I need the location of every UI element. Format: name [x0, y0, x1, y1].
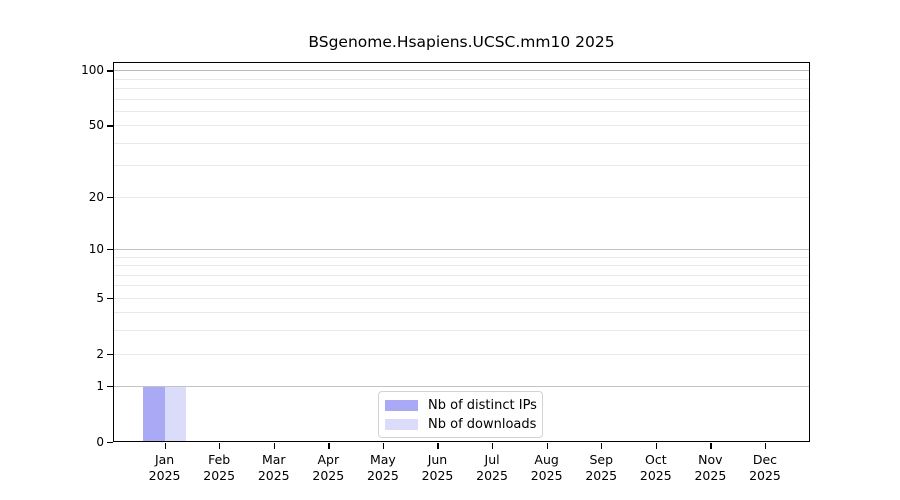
x-tick-mark	[382, 443, 385, 449]
x-tick-mark	[655, 443, 657, 449]
legend-label-distinct-ips: Nb of distinct IPs	[428, 397, 537, 413]
gridline-major	[113, 248, 810, 250]
chart-title: BSgenome.Hsapiens.UCSC.mm10 2025	[308, 33, 615, 51]
gridline-major	[113, 70, 810, 72]
legend-item-downloads: Nb of downloads	[385, 417, 542, 432]
y-tick-label: 50	[88, 118, 104, 133]
y-tick-mark	[107, 297, 113, 299]
gridline-minor	[113, 98, 810, 100]
legend-item-distinct-ips: Nb of distinct IPs	[385, 398, 542, 413]
x-tick-label: Dec 2025	[749, 452, 781, 483]
legend-label-downloads: Nb of downloads	[428, 416, 537, 432]
x-tick-mark	[219, 443, 221, 449]
gridline-minor	[113, 88, 810, 90]
x-tick-label: Sep 2025	[585, 452, 618, 483]
plot-area-border	[113, 62, 810, 442]
gridline-minor	[113, 297, 810, 299]
gridline-minor	[113, 353, 810, 355]
x-tick-mark	[601, 443, 603, 449]
y-tick-label: 5	[96, 290, 104, 305]
gridline-minor	[113, 285, 810, 287]
legend: Nb of distinct IPs Nb of downloads	[378, 391, 543, 438]
x-tick-label: Jul 2025	[476, 452, 508, 483]
gridline-major	[113, 386, 810, 388]
y-tick-mark	[107, 248, 113, 251]
gridline-minor	[113, 110, 810, 112]
x-tick-mark	[764, 443, 767, 449]
y-tick-label: 100	[81, 63, 104, 78]
distinct-ips-swatch	[385, 399, 418, 411]
y-tick-mark	[107, 196, 113, 198]
x-tick-mark	[710, 443, 712, 449]
y-tick-mark	[107, 353, 113, 355]
x-tick-label: Oct 2025	[639, 452, 672, 483]
gridline-minor	[113, 274, 810, 276]
x-tick-mark	[546, 443, 548, 449]
y-tick-label: 2	[96, 346, 104, 361]
y-tick-mark	[107, 125, 113, 127]
y-tick-mark	[107, 70, 113, 72]
x-tick-mark	[273, 443, 275, 449]
gridline-minor	[113, 125, 810, 127]
gridline-minor	[113, 265, 810, 267]
x-tick-label: May 2025	[366, 452, 399, 483]
gridline-minor	[113, 256, 810, 258]
gridline-minor	[113, 196, 810, 198]
x-tick-label: Aug 2025	[530, 452, 563, 483]
gridline-minor	[113, 142, 810, 144]
gridline-minor	[113, 78, 810, 80]
y-tick-label: 10	[88, 241, 104, 256]
x-tick-label: Nov 2025	[694, 452, 727, 483]
bar-downloads	[164, 386, 187, 442]
y-tick-mark	[107, 386, 113, 388]
x-tick-label: Feb 2025	[203, 452, 236, 483]
x-tick-mark	[328, 443, 330, 449]
downloads-swatch	[385, 418, 418, 430]
gridline-minor	[113, 330, 810, 332]
y-tick-label: 20	[88, 189, 104, 204]
x-tick-label: Apr 2025	[312, 452, 345, 483]
x-tick-mark	[492, 443, 494, 449]
x-tick-label: Jan 2025	[148, 452, 181, 483]
y-tick-label: 1	[96, 379, 104, 394]
gridline-minor	[113, 165, 810, 167]
x-tick-label: Mar 2025	[257, 452, 290, 483]
bar-distinct-ips	[142, 386, 165, 442]
x-tick-label: Jun 2025	[421, 452, 454, 483]
x-tick-mark	[437, 443, 439, 449]
gridline-minor	[113, 312, 810, 314]
x-tick-mark	[164, 443, 166, 449]
y-tick-mark	[107, 442, 113, 444]
y-tick-label: 0	[96, 435, 104, 449]
